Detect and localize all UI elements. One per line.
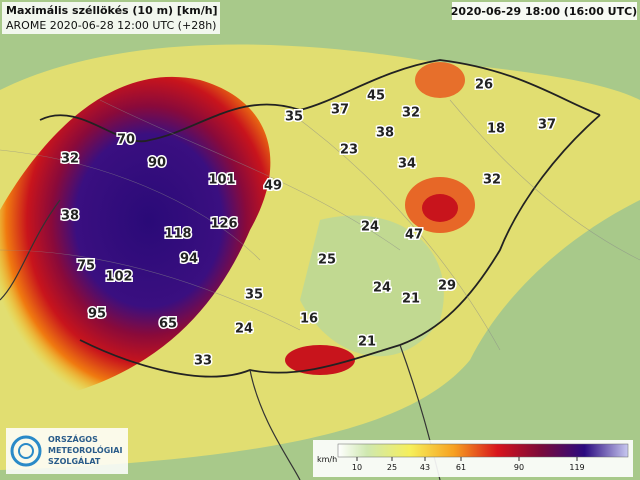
logo-icon [10, 435, 42, 467]
subtitle: AROME 2020-06-28 12:00 UTC (+28h) [6, 19, 216, 32]
green-area [300, 215, 444, 357]
gust-label: 21 [402, 292, 420, 307]
gust-label: 18 [487, 122, 505, 137]
gust-label: 38 [61, 209, 79, 224]
gust-label: 26 [475, 78, 493, 93]
title: Maximális széllökés (10 m) [km/h] [6, 4, 218, 17]
gust-label: 24 [235, 322, 253, 337]
gust-label: 75 [77, 259, 95, 274]
gust-label: 32 [483, 173, 501, 188]
gust-label: 102 [105, 270, 132, 285]
legend-tick-label: 119 [569, 463, 584, 472]
gust-label: 38 [376, 126, 394, 141]
legend-tick-label: 10 [352, 463, 362, 472]
gust-label: 25 [318, 253, 336, 268]
gust-label: 24 [361, 220, 379, 235]
time-box [452, 2, 637, 20]
gust-label: 24 [373, 281, 391, 296]
logo-icon [18, 443, 34, 459]
gust-label: 37 [538, 118, 556, 133]
gust-label: 21 [358, 335, 376, 350]
header-box [2, 2, 220, 34]
gust-label: 65 [159, 317, 177, 332]
gust-label: 34 [398, 157, 416, 172]
gust-label: 94 [180, 252, 198, 267]
logo-text: ORSZÁGOS [48, 433, 98, 444]
gust-label: 29 [438, 279, 456, 294]
hotspot [415, 62, 465, 98]
gust-label: 33 [194, 354, 212, 369]
legend-tick-label: 61 [456, 463, 466, 472]
valid-time: 2020-06-29 18:00 (16:00 UTC) [451, 5, 637, 18]
gust-label: 101 [208, 173, 235, 188]
hotspot [285, 345, 355, 375]
gust-label: 35 [245, 288, 263, 303]
gust-label: 37 [331, 103, 349, 118]
gust-label: 32 [402, 106, 420, 121]
gust-label: 35 [285, 110, 303, 125]
legend-bar [337, 443, 629, 458]
gust-label: 90 [148, 156, 166, 171]
gust-label: 49 [264, 179, 282, 194]
logo-text: METEOROLÓGIAI [48, 444, 122, 455]
gust-label: 126 [210, 217, 237, 232]
streamlines [0, 99, 640, 351]
legend-unit: km/h [317, 455, 337, 464]
logo-text: SZOLGÁLAT [48, 455, 101, 466]
gust-label: 32 [61, 152, 79, 167]
hotspot [422, 194, 458, 222]
gust-label: 47 [405, 228, 423, 243]
gust-label: 16 [300, 312, 318, 327]
gust-label: 45 [367, 89, 385, 104]
gust-label: 95 [88, 307, 106, 322]
gust-label: 23 [340, 143, 358, 158]
legend-tick-label: 90 [514, 463, 524, 472]
gust-label: 118 [164, 227, 191, 242]
legend-tick-label: 25 [387, 463, 397, 472]
storm-area [0, 76, 271, 396]
gust-label: 70 [117, 133, 135, 148]
border [39, 59, 601, 378]
legend-tick-label: 43 [420, 463, 430, 472]
